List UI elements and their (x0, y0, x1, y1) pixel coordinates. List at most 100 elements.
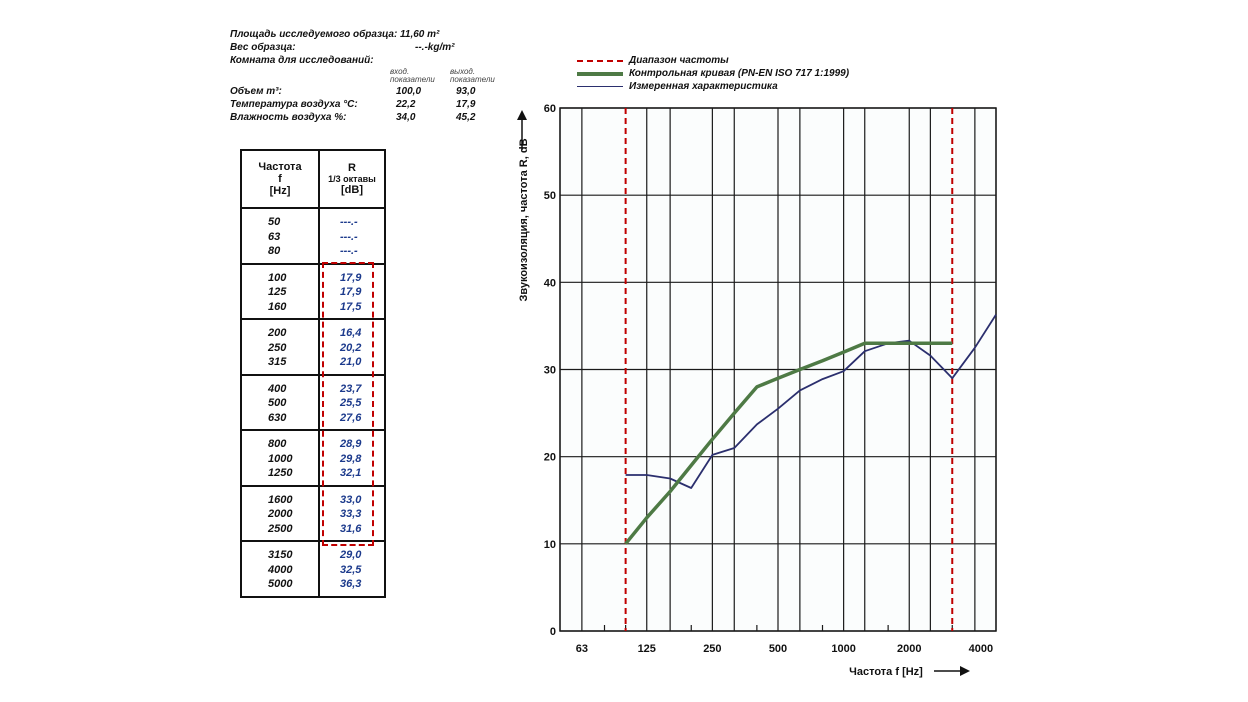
r-value-cell: 23,7 25,5 27,6 (318, 373, 386, 431)
y-tick-label: 50 (544, 190, 556, 202)
frequency-value: 50 (268, 216, 281, 228)
x-axis-arrow-head (960, 666, 970, 676)
frequency-value: 4000 (268, 563, 293, 576)
frequency-value: 1250 (268, 467, 293, 479)
frequency-value: 63 (268, 230, 281, 243)
info-row-out: 17,9 (456, 99, 476, 110)
r-value: 25,5 (340, 397, 362, 409)
r-value: 28,9 (340, 438, 362, 450)
in-header-1: вход. (390, 67, 410, 76)
r-value-cell: 16,4 20,2 21,0 (318, 318, 386, 376)
header-text: Частота (258, 161, 302, 173)
y-tick-label: 60 (544, 103, 556, 115)
r-value: 20,2 (340, 341, 362, 354)
sample-info: Площадь исследуемого образца: 11,60 m² В… (230, 28, 495, 124)
r-value: 17,9 (340, 286, 362, 298)
frequency-value: 500 (268, 397, 287, 409)
r-value: 17,9 (340, 271, 362, 284)
info-row: Влажность воздуха %: 34,0 45,2 (230, 111, 475, 124)
column-headers: вход. показатели выход. показатели (230, 67, 495, 85)
frequency-value: 160 (268, 300, 287, 313)
info-row-in: 22,2 (396, 99, 416, 110)
frequency-value: 800 (268, 438, 287, 450)
dashed-line-swatch (577, 60, 623, 62)
r-value-cell: 33,0 33,3 31,6 (318, 484, 386, 542)
in-header-2: показатели (390, 75, 435, 84)
x-axis-label: Частота f [Hz] (849, 666, 923, 678)
frequency-table: Частота f [Hz] R 1/3 октавы [dB] 50 63 80 -… (240, 149, 386, 598)
frequency-value: 2000 (268, 508, 293, 520)
frequency-value: 80 (268, 245, 281, 257)
frequency-value: 5000 (268, 578, 293, 590)
y-tick-label: 0 (550, 626, 556, 638)
r-value: 32,1 (340, 467, 362, 479)
info-row-in: 34,0 (396, 112, 416, 123)
r-value-cell: 28,9 29,8 32,1 (318, 429, 386, 487)
table-row: 100 125 160 17,9 17,9 17,5 (240, 262, 386, 320)
frequency-value: 250 (268, 341, 287, 354)
y-tick-label: 10 (544, 539, 556, 551)
x-tick-label: 4000 (969, 643, 993, 655)
frequency-cell: 1600 2000 2500 (240, 484, 320, 542)
frequency-value: 125 (268, 286, 287, 298)
table-row: 200 250 315 16,4 20,2 21,0 (240, 318, 386, 376)
weight-line: Вес образца: --.-kg/m² (230, 41, 454, 54)
header-text: [Hz] (269, 185, 291, 197)
r-value: 36,3 (340, 578, 362, 590)
room-line: Комната для исследований: (230, 55, 374, 66)
r-value: 33,0 (340, 493, 362, 506)
y-tick-label: 40 (544, 277, 556, 289)
r-value: 29,0 (340, 549, 362, 561)
r-value-cell: 29,0 32,5 36,3 (318, 540, 386, 598)
frequency-value: 630 (268, 411, 287, 424)
r-value-cell: 17,9 17,9 17,5 (318, 262, 386, 320)
thick-line-swatch (577, 72, 623, 76)
info-row-label: Температура воздуха °C: (230, 99, 358, 110)
r-value: ---.- (340, 216, 358, 228)
frequency-value: 400 (268, 382, 287, 395)
frequency-value: 315 (268, 356, 287, 368)
area-line: Площадь исследуемого образца: 11,60 m² (230, 29, 440, 40)
r-value: 21,0 (340, 356, 362, 368)
weight-label: Вес образца: (230, 42, 296, 53)
table-row: 3150 4000 5000 29,0 32,5 36,3 (240, 540, 386, 598)
frequency-value: 1600 (268, 493, 293, 506)
measured-curve-line (625, 314, 997, 489)
x-tick-label: 63 (576, 643, 588, 655)
r-value: 29,8 (340, 452, 362, 465)
r-value: ---.- (340, 245, 358, 257)
r-value: 32,5 (340, 563, 362, 576)
frequency-cell: 400 500 630 (240, 373, 320, 431)
frequency-value: 3150 (268, 549, 293, 561)
info-row: Температура воздуха °C: 22,2 17,9 (230, 98, 475, 111)
frequency-cell: 200 250 315 (240, 318, 320, 376)
r-header: R 1/3 октавы [dB] (318, 149, 386, 209)
info-row: Объем m³: 100,0 93,0 (230, 85, 475, 98)
r-value: 17,5 (340, 300, 362, 313)
reference-curve-line (624, 341, 953, 545)
y-axis-label: Звукоизоляция, частота R, dB (518, 138, 530, 301)
frequency-cell: 50 63 80 (240, 207, 320, 265)
frequency-cell: 100 125 160 (240, 262, 320, 320)
frequency-value: 1000 (268, 452, 293, 465)
legend-label: Диапазон частоты (629, 55, 729, 66)
plot-frame (559, 107, 997, 632)
out-header-2: показатели (450, 75, 495, 84)
r-value: 33,3 (340, 508, 362, 520)
x-tick-label: 1000 (831, 643, 855, 655)
info-row-label: Влажность воздуха %: (230, 112, 347, 123)
table-body: 50 63 80 ---.- ---.- ---.- 100 125 160 17,9 17,9 17… (240, 207, 386, 598)
frequency-cell: 3150 4000 5000 (240, 540, 320, 598)
y-tick-label: 20 (544, 452, 556, 464)
x-tick-label: 2000 (897, 643, 921, 655)
y-tick-label: 30 (544, 365, 556, 377)
r-value: 31,6 (340, 522, 362, 535)
table-row: 400 500 630 23,7 25,5 27,6 (240, 373, 386, 431)
x-tick-label: 500 (769, 643, 787, 655)
out-header-1: выход. (450, 67, 476, 76)
frequency-value: 2500 (268, 522, 293, 535)
r-value: ---.- (340, 230, 358, 243)
y-axis-arrow-head (517, 110, 527, 120)
r-value: 23,7 (340, 382, 362, 395)
